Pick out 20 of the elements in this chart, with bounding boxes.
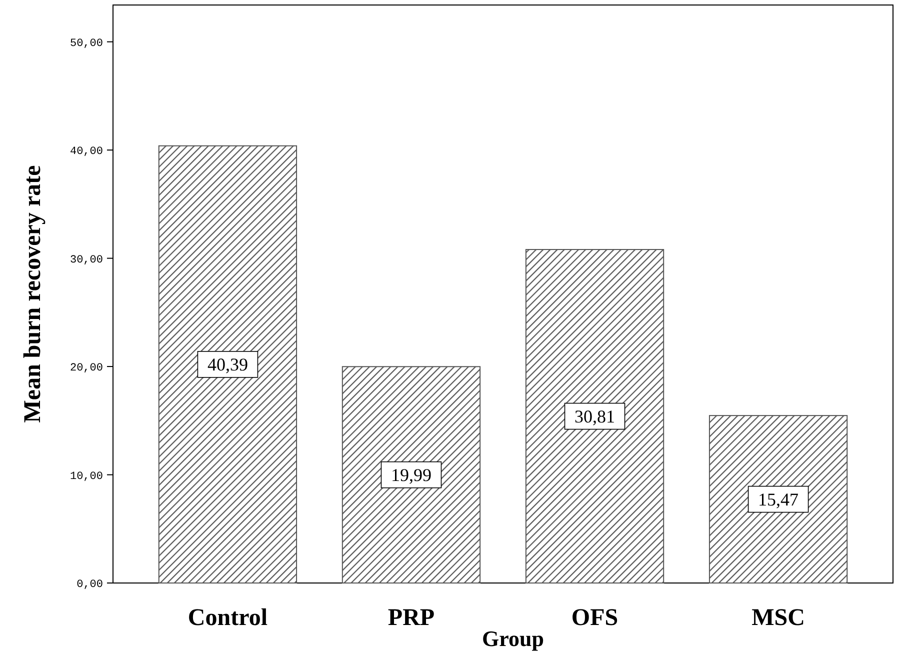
data-label: 40,39 (207, 354, 248, 374)
bar (158, 145, 298, 584)
y-axis-title: Mean burn recovery rate (20, 164, 46, 423)
x-tick-label: OFS (571, 605, 618, 631)
x-axis-title: Group (482, 626, 544, 651)
y-tick-label: 0,00 (76, 579, 103, 591)
y-tick-label: 50,00 (70, 38, 103, 50)
data-label: 30,81 (574, 406, 616, 426)
data-label: 15,47 (758, 489, 799, 510)
x-tick-label: MSC (752, 605, 805, 631)
y-tick-label: 40,00 (70, 146, 103, 158)
y-tick-label: 30,00 (70, 254, 103, 266)
data-label: 19,99 (390, 464, 432, 485)
y-tick-label: 10,00 (70, 470, 103, 483)
x-tick-label: Control (188, 605, 268, 631)
bar (342, 366, 481, 584)
bar (525, 249, 664, 584)
x-tick-label: PRP (388, 605, 435, 631)
bar (708, 415, 848, 584)
y-tick-label: 20,00 (70, 362, 103, 375)
